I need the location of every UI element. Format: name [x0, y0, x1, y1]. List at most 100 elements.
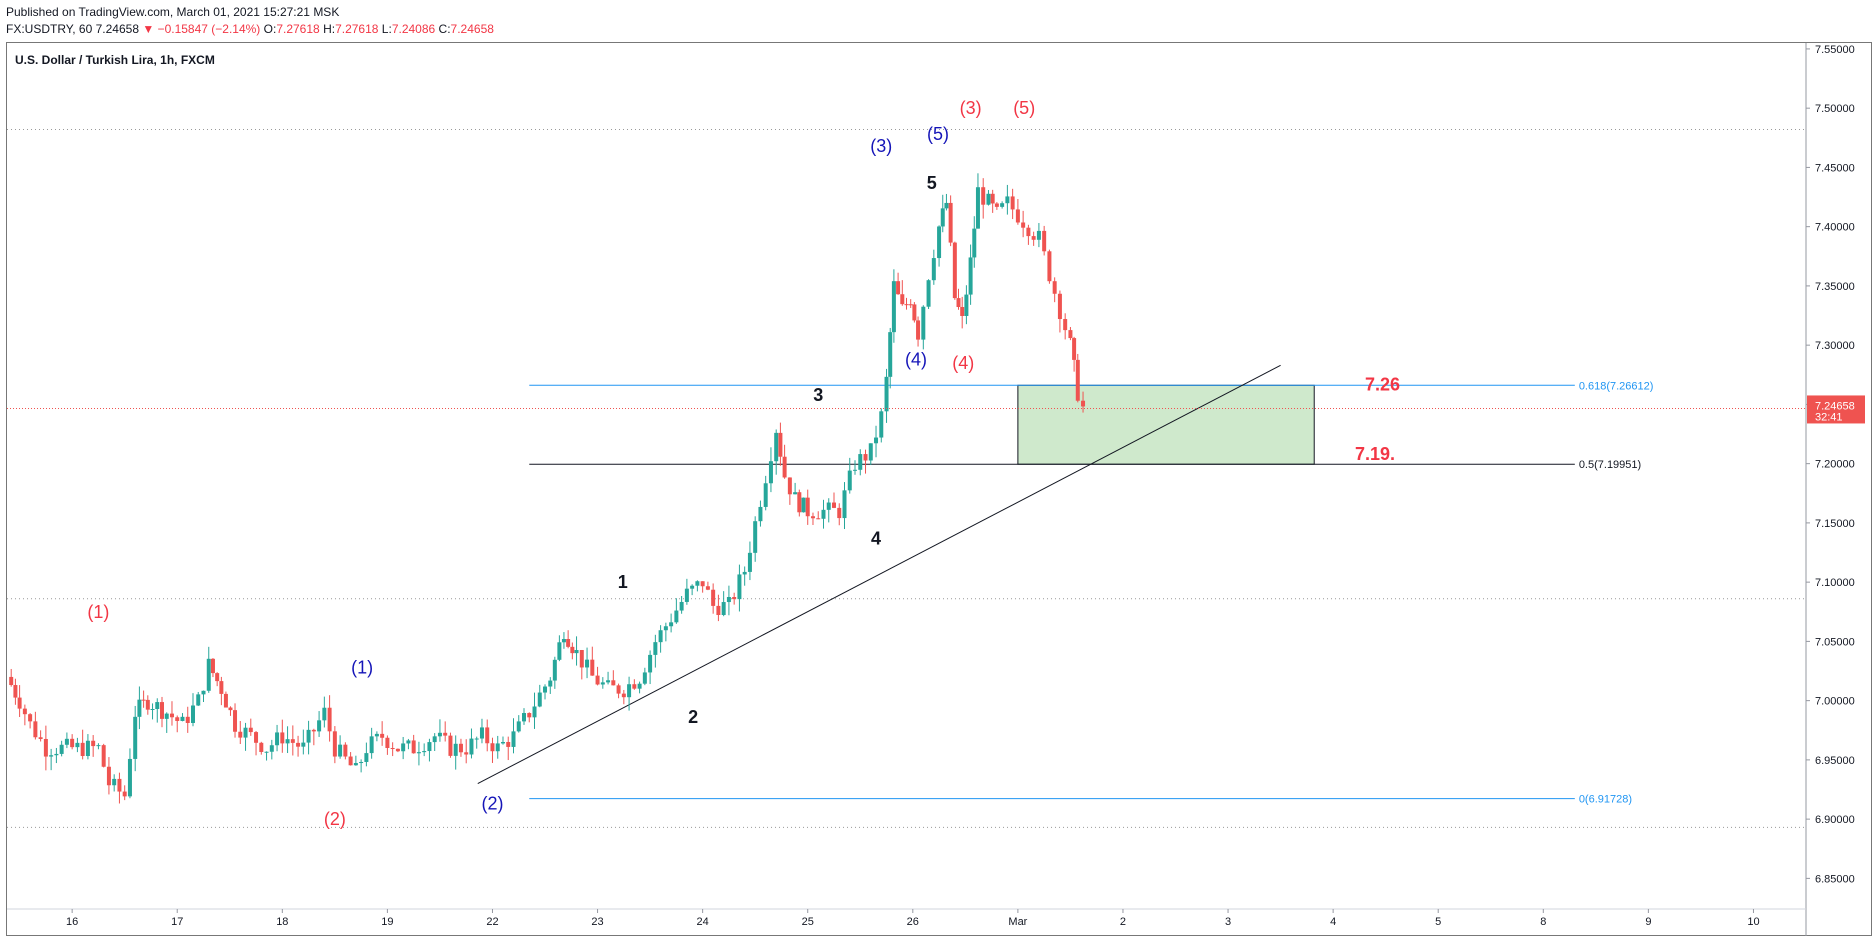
- candle-body: [458, 743, 463, 753]
- candle-body: [80, 742, 85, 757]
- candle-body: [821, 509, 826, 519]
- candle-body: [117, 778, 122, 792]
- candle-body: [842, 490, 847, 519]
- candle-body: [858, 454, 863, 470]
- candle-body: [219, 681, 224, 694]
- candle-body: [464, 752, 469, 755]
- candle-body: [485, 727, 490, 744]
- candle-body: [574, 650, 579, 654]
- candle-body: [238, 731, 243, 738]
- candle-body: [900, 294, 905, 305]
- symbol-label[interactable]: FX:USDTRY, 60: [6, 22, 93, 36]
- candle-body: [632, 684, 637, 689]
- candle-body: [1026, 227, 1031, 237]
- y-tick-label: 7.05000: [1815, 636, 1855, 648]
- candle-body: [9, 676, 14, 686]
- candle-body: [1057, 293, 1062, 320]
- candle-body: [972, 228, 977, 258]
- candle-body: [1072, 338, 1077, 360]
- wave-label: 3: [813, 385, 823, 405]
- candle-body: [557, 642, 562, 660]
- open-value: 7.27618: [276, 22, 320, 36]
- y-tick-label: 6.85000: [1815, 873, 1855, 885]
- candle-body: [537, 692, 542, 707]
- candle-body: [290, 739, 295, 743]
- candle-body: [196, 694, 201, 706]
- low-label: L:: [381, 22, 392, 36]
- wave-label: (2): [324, 809, 346, 829]
- candle-body: [137, 699, 142, 717]
- trendline: [477, 364, 1281, 785]
- candle-body: [516, 721, 521, 732]
- candle-body: [679, 601, 684, 611]
- candle-body: [863, 454, 868, 461]
- candle-body: [122, 791, 127, 797]
- candle-body: [91, 740, 96, 747]
- candle-body: [175, 717, 180, 721]
- candle-body: [223, 693, 228, 708]
- candle-body: [495, 743, 500, 752]
- candle-body: [185, 716, 190, 723]
- candle-body: [127, 758, 132, 797]
- candle-body: [275, 732, 280, 746]
- candle-body: [747, 552, 752, 572]
- open-label: O:: [263, 22, 277, 36]
- candle-body: [944, 202, 949, 209]
- candle-body: [831, 502, 836, 508]
- candle-body: [642, 672, 647, 684]
- candle-body: [684, 588, 689, 602]
- y-tick-label: 6.95000: [1815, 755, 1855, 767]
- candle-body: [469, 738, 474, 755]
- candle-body: [432, 736, 437, 743]
- candle-body: [269, 745, 274, 752]
- candle-body: [422, 751, 427, 753]
- candle-body: [793, 492, 798, 495]
- candle-body: [1036, 230, 1041, 240]
- candle-body: [49, 755, 54, 757]
- candle-body: [264, 751, 269, 753]
- candle-body: [916, 320, 921, 340]
- candle-body: [960, 307, 965, 316]
- candle-body: [13, 685, 18, 698]
- countdown-label: 32:41: [1815, 411, 1843, 423]
- candle-body: [254, 732, 259, 743]
- candle-body: [888, 332, 893, 377]
- candle-body: [285, 739, 290, 744]
- candle-body: [797, 492, 802, 513]
- candle-body: [579, 650, 584, 668]
- candle-body: [732, 597, 737, 600]
- y-tick-label: 7.45000: [1815, 162, 1855, 174]
- candle-body: [1081, 400, 1086, 407]
- candle-body: [243, 727, 248, 738]
- candle-body: [648, 654, 653, 673]
- candle-body: [75, 742, 80, 748]
- candle-body: [448, 735, 453, 756]
- candle-body: [369, 736, 374, 754]
- candle-body: [317, 720, 322, 732]
- fib-level-label: 0.5(7.19951): [1579, 459, 1641, 471]
- candle-body: [611, 680, 616, 686]
- wave-label: (2): [481, 794, 503, 814]
- candle-body: [879, 411, 884, 438]
- wave-label: 5: [927, 173, 937, 193]
- candle-body: [506, 741, 511, 747]
- candle-body: [937, 226, 942, 259]
- y-tick-label: 7.50000: [1815, 103, 1855, 115]
- x-tick-label: 5: [1435, 916, 1441, 928]
- candle-body: [338, 744, 343, 757]
- x-tick-label: 22: [486, 916, 498, 928]
- y-tick-label: 7.10000: [1815, 577, 1855, 589]
- candle-body: [552, 659, 557, 681]
- candle-body: [70, 738, 75, 748]
- wave-label: (3): [870, 136, 892, 156]
- candle-body: [479, 727, 484, 739]
- wave-label: 4: [871, 528, 881, 548]
- wave-label: (1): [351, 657, 373, 677]
- candle-body: [663, 626, 668, 631]
- chart-title: U.S. Dollar / Turkish Lira, 1h, FXCM: [15, 53, 215, 67]
- candle-body: [994, 203, 999, 207]
- candle-body: [296, 742, 301, 747]
- candle-body: [669, 622, 674, 627]
- candle-body: [474, 738, 479, 740]
